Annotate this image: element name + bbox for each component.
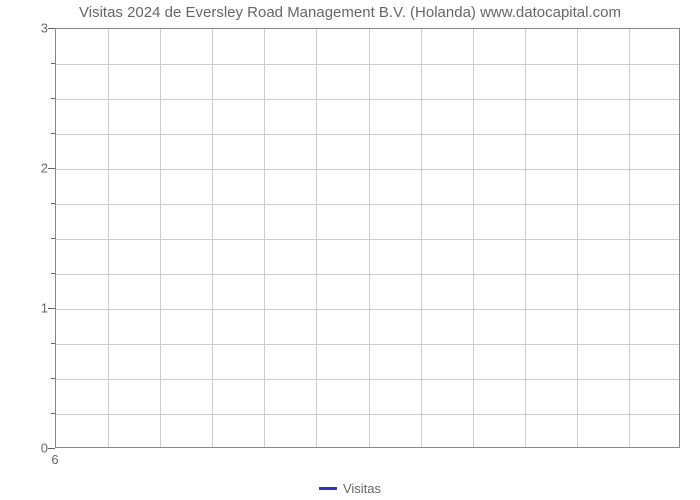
legend-label-visitas: Visitas (343, 481, 381, 496)
grid-line-horizontal (56, 379, 679, 380)
grid-line-vertical (264, 29, 265, 447)
grid-line-vertical (629, 29, 630, 447)
grid-line-vertical (369, 29, 370, 447)
chart-container: Visitas 2024 de Eversley Road Management… (0, 0, 700, 500)
y-axis-label: 2 (8, 161, 48, 176)
grid-line-horizontal (56, 239, 679, 240)
grid-line-horizontal (56, 204, 679, 205)
y-tick-minor (51, 203, 55, 204)
grid-line-horizontal (56, 309, 679, 310)
y-tick-minor (51, 343, 55, 344)
grid-line-horizontal (56, 274, 679, 275)
legend: Visitas (0, 481, 700, 496)
y-tick-major (48, 28, 55, 29)
y-tick-minor (51, 413, 55, 414)
grid-line-vertical (473, 29, 474, 447)
y-axis-label: 3 (8, 21, 48, 36)
y-tick-major (48, 308, 55, 309)
grid-line-vertical (316, 29, 317, 447)
y-tick-minor (51, 238, 55, 239)
grid-line-horizontal (56, 344, 679, 345)
y-tick-minor (51, 133, 55, 134)
y-tick-minor (51, 273, 55, 274)
y-tick-minor (51, 63, 55, 64)
legend-swatch-visitas (319, 487, 337, 490)
grid-line-horizontal (56, 99, 679, 100)
grid-line-vertical (421, 29, 422, 447)
grid-line-horizontal (56, 134, 679, 135)
y-axis-label: 1 (8, 301, 48, 316)
chart-title: Visitas 2024 de Eversley Road Management… (0, 4, 700, 21)
grid-line-vertical (108, 29, 109, 447)
grid-line-vertical (577, 29, 578, 447)
plot-area (55, 28, 680, 448)
grid-line-horizontal (56, 169, 679, 170)
grid-line-vertical (160, 29, 161, 447)
y-tick-minor (51, 98, 55, 99)
y-tick-minor (51, 378, 55, 379)
grid-line-vertical (212, 29, 213, 447)
y-tick-major (48, 168, 55, 169)
grid-line-horizontal (56, 414, 679, 415)
grid-line-vertical (525, 29, 526, 447)
x-axis-label: 6 (51, 452, 58, 467)
y-tick-major (48, 448, 55, 449)
y-axis-label: 0 (8, 441, 48, 456)
grid-line-horizontal (56, 64, 679, 65)
